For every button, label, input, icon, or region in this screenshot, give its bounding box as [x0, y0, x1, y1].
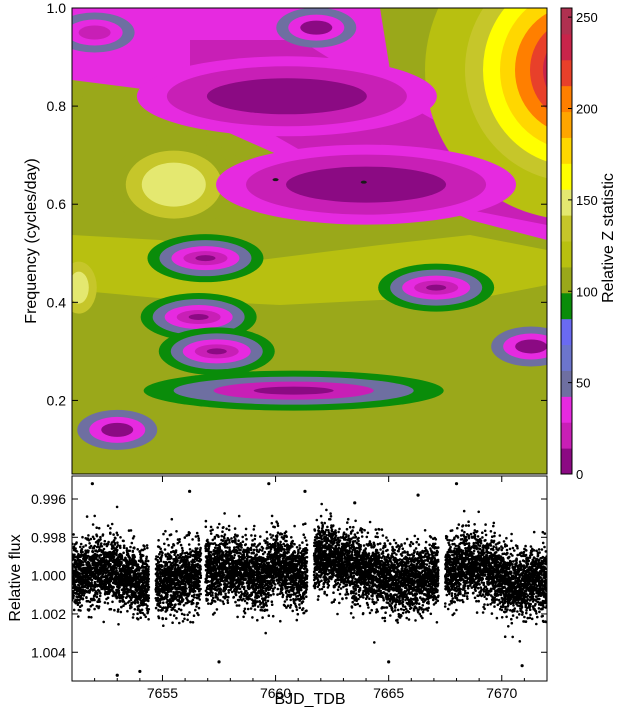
lightcurve-x-axis-label: BJD_TDB: [274, 691, 345, 708]
feature-10-ring-2: [300, 20, 333, 35]
colorbar-band-8: [561, 241, 572, 268]
peak-ring-7: [543, 51, 547, 89]
heatmap-y-tick-label-4: 1.0: [47, 0, 67, 16]
colorbar-band-11: [561, 163, 572, 190]
heatmap-y-tick-label-2: 0.6: [47, 196, 67, 212]
feature-5-ring-3: [253, 386, 334, 395]
colorbar-band-17: [561, 8, 572, 35]
colorbar-band-4: [561, 344, 572, 371]
feature-9-ring-2: [78, 25, 111, 40]
colorbar-frame: [560, 7, 573, 475]
lightcurve-outlier-7: [115, 673, 119, 677]
heatmap-frame: [71, 7, 548, 475]
heatmap-y-axis: 0.2 0.4 0.6 0.8 1.0: [47, 0, 547, 408]
heatmap-zone-6: [72, 440, 547, 474]
heatmap-contours: [72, 8, 547, 474]
lightcurve-frame: [71, 475, 548, 682]
colorbar-tick-label-2: 100: [576, 284, 598, 299]
lightcurve-outlier-10: [353, 501, 357, 505]
colorbar-axis: 0 50 100 150 200 250: [568, 10, 598, 482]
colorbar-band-7: [561, 266, 572, 294]
colorbar-tick-label-0: 0: [576, 467, 583, 482]
green-peak-ring-2: [141, 162, 206, 207]
lightcurve-outlier-9: [520, 664, 524, 668]
minimum-spot-1: [360, 180, 367, 184]
colorbar-tick-label-5: 250: [576, 10, 598, 25]
feature-7-ring-2: [101, 422, 134, 437]
lightcurve-y-axis-label: Relative flux: [7, 534, 24, 621]
lightcurve-outlier-4: [416, 493, 420, 497]
edge-peak-ring-1: [72, 271, 89, 304]
colorbar-band-9: [561, 215, 572, 242]
peak-ring-6: [530, 30, 547, 110]
lightcurve-y-tick-label-2: 1.000: [31, 568, 66, 584]
minimum-spot-0: [272, 178, 279, 182]
lightcurve-outlier-6: [138, 669, 142, 674]
feature-8-ring-2: [206, 78, 367, 115]
lightcurve-y-tick-label-4: 1.004: [31, 644, 66, 660]
feature-1-ring-4: [195, 255, 216, 262]
lightcurve-points: [72, 482, 547, 677]
lightcurve-axes: 7655 7660 7665 7670 0.996 0.998 1.000 1.002 1.00…: [31, 476, 548, 701]
lightcurve-outlier-0: [90, 482, 94, 486]
colorbar-band-3: [561, 370, 572, 397]
feature-4-ring-4: [206, 348, 227, 355]
heatmap-panel: 0.2 0.4 0.6 0.8 1.0 Frequency (cycles/day): [23, 0, 548, 475]
heatmap-y-tick-label-1: 0.4: [47, 294, 67, 310]
lightcurve-y-tick-label-3: 1.002: [31, 606, 66, 622]
lightcurve-y-tick-label-1: 0.998: [31, 529, 66, 545]
lightcurve-scatter: [72, 502, 547, 644]
colorbar-band-0: [561, 448, 572, 475]
lightcurve-outlier-1: [188, 489, 192, 493]
lightcurve-panel: 7655 7660 7665 7670 0.996 0.998 1.000 1.002 1.00…: [7, 475, 548, 708]
lightcurve-outlier-8: [387, 660, 391, 664]
lightcurve-outlier-2: [267, 482, 271, 486]
colorbar-band-13: [561, 111, 572, 138]
feature-0-ring-2: [286, 166, 447, 203]
heatmap-y-tick-label-0: 0.2: [47, 392, 67, 408]
lightcurve-x-tick-label-0: 7655: [147, 685, 178, 701]
lightcurve-y-tick-label-0: 0.996: [31, 491, 66, 507]
colorbar-band-5: [561, 318, 572, 346]
feature-6-ring-2: [515, 339, 547, 354]
colorbar-bands: [561, 8, 572, 475]
lightcurve-x-tick-label-2: 7665: [373, 685, 404, 701]
colorbar: 0 50 100 150 200 250 Relative Z statistic: [560, 7, 617, 482]
colorbar-label: Relative Z statistic: [600, 173, 617, 303]
colorbar-band-1: [561, 422, 572, 449]
colorbar-band-6: [561, 292, 572, 320]
feature-3-ring-4: [188, 314, 209, 321]
colorbar-band-16: [561, 33, 572, 61]
lightcurve-outlier-11: [217, 660, 221, 664]
heatmap-y-axis-label: Frequency (cycles/day): [23, 158, 40, 323]
lightcurve-outlier-3: [303, 489, 307, 493]
lightcurve-x-tick-label-3: 7670: [486, 685, 517, 701]
colorbar-band-10: [561, 189, 572, 216]
heatmap-y-tick-label-3: 0.8: [47, 98, 67, 114]
colorbar-band-14: [561, 85, 572, 113]
colorbar-tick-label-1: 50: [576, 376, 590, 391]
colorbar-band-2: [561, 396, 572, 423]
lightcurve-outlier-5: [454, 482, 459, 486]
lightcurve-x-tick-label-1: 7660: [260, 685, 291, 701]
colorbar-band-15: [561, 59, 572, 87]
feature-2-ring-4: [426, 284, 447, 291]
colorbar-band-12: [561, 137, 572, 164]
colorbar-tick-label-4: 200: [576, 102, 598, 117]
colorbar-tick-label-3: 150: [576, 193, 598, 208]
